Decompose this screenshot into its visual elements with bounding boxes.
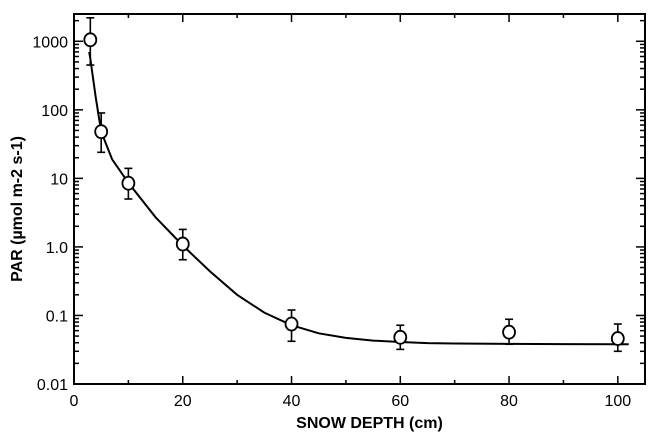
axis-ticks xyxy=(73,14,645,385)
fit-curve xyxy=(88,51,629,346)
marker xyxy=(83,32,98,48)
data-point xyxy=(284,309,299,343)
data-point xyxy=(502,318,516,346)
x-axis-label: SNOW DEPTH (cm) xyxy=(296,415,443,432)
marker xyxy=(175,236,190,252)
tick-labels: 0 20 40 60 80 100 0.01 0.1 1.0 10 100 1000 xyxy=(32,34,631,410)
x-tick-label: 60 xyxy=(391,393,409,410)
data-point xyxy=(610,323,625,353)
data-points xyxy=(83,17,625,353)
marker xyxy=(121,175,136,191)
plot-frame xyxy=(73,13,646,385)
data-point xyxy=(94,112,109,154)
marker xyxy=(284,316,299,332)
x-tick-label: 40 xyxy=(283,393,301,410)
data-point xyxy=(393,324,408,351)
y-tick-label: 10 xyxy=(50,171,68,188)
y-tick-label: 1.0 xyxy=(46,240,68,257)
data-point xyxy=(121,167,136,200)
y-tick-label: 0.1 xyxy=(46,308,68,325)
marker xyxy=(393,329,408,345)
data-point xyxy=(83,17,98,66)
data-point xyxy=(175,228,190,261)
x-tick-label: 20 xyxy=(174,393,192,410)
y-axis-label: PAR (µmol m-2 s-1) xyxy=(9,136,26,282)
y-tick-label: 1000 xyxy=(32,34,68,51)
x-tick-label: 80 xyxy=(500,393,518,410)
x-tick-label: 0 xyxy=(70,393,79,410)
marker xyxy=(94,124,109,140)
y-tick-label: 100 xyxy=(41,103,68,120)
marker xyxy=(610,331,625,346)
marker xyxy=(502,324,516,340)
x-tick-label: 100 xyxy=(604,393,631,410)
y-tick-label: 0.01 xyxy=(37,377,68,394)
